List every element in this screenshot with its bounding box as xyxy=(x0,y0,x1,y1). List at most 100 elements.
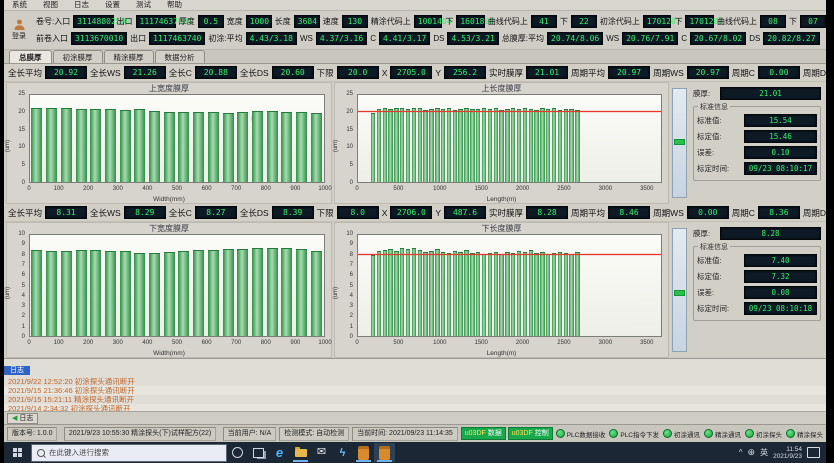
x-tick-label: 500 xyxy=(393,186,404,192)
log-panel: 日志 2021/9/22 12:52:20 初涂探头通讯断开 2021/9/15 … xyxy=(4,358,826,424)
y-axis: 0 5 10 15 20 25 xyxy=(7,91,28,186)
taskbar-search-input[interactable]: 在此键入进行搜索 xyxy=(31,443,227,462)
bar xyxy=(310,251,322,336)
stats1-label-6: Y xyxy=(435,207,442,218)
bar xyxy=(376,108,382,182)
y-tick-label: 5 xyxy=(349,162,353,169)
tab-数据分析[interactable]: 数据分析 xyxy=(154,50,205,63)
login-label: 登录 xyxy=(12,33,26,40)
file-explorer-icon[interactable] xyxy=(290,443,311,462)
y-tick-label: 2 xyxy=(21,313,25,320)
x-tick-label: 1000 xyxy=(318,340,332,346)
y-tick-label: 2 xyxy=(349,313,353,320)
stats1-label-9: 周期WS xyxy=(653,207,684,218)
network-globe-icon[interactable]: ⊕ xyxy=(747,447,756,457)
bar xyxy=(382,107,387,182)
y-tick-label: 0 xyxy=(349,180,353,186)
notification-icon[interactable] xyxy=(807,447,820,458)
menu-bar: 系统 视图 日志 设置 测试 帮助 xyxy=(4,0,826,11)
tb-row1-label-13: 下 xyxy=(788,17,797,26)
bar xyxy=(429,251,434,336)
log-entry[interactable]: 2021/9/14 2:34:32 初涂探头通讯断开 xyxy=(4,404,826,413)
status-badges: 数据控制 xyxy=(460,427,553,440)
tb-row2-label-9: DS xyxy=(749,34,761,43)
ime-indicator[interactable]: 英 xyxy=(760,448,769,457)
log-entry[interactable]: 2021/9/15 21:36:46 初涂探头通讯断开 xyxy=(4,386,826,395)
stats1-value-6: 487.6 xyxy=(444,206,487,219)
bar xyxy=(382,250,387,336)
green-dot-icon xyxy=(663,429,673,438)
bar xyxy=(563,108,568,182)
bar xyxy=(546,254,551,336)
bar xyxy=(417,107,422,182)
task-view-icon[interactable] xyxy=(248,443,269,462)
start-button[interactable] xyxy=(4,442,31,463)
tab-总膜厚[interactable]: 总膜厚 xyxy=(9,50,52,63)
menu-item-4[interactable]: 设置 xyxy=(105,0,120,9)
stats0-label-9: 周期WS xyxy=(653,67,684,78)
x-axis-label: Length(m) xyxy=(486,196,517,203)
coil-info-row: 卷号:入口 31148802500 出口 11174637601 厚度 0.5 宽度 1000… xyxy=(34,15,826,28)
bar xyxy=(104,108,116,182)
tab-精涂膜厚[interactable]: 精涂膜厚 xyxy=(103,50,154,63)
tray-time: 11:54 xyxy=(786,445,802,453)
indicator-label: 精涂探头 xyxy=(797,431,824,439)
bar xyxy=(178,111,190,182)
indicator-label: 精涂通讯 xyxy=(715,431,742,439)
group-title: 标准信息 xyxy=(698,242,730,252)
y-tick-label: 10 xyxy=(18,231,25,237)
login-button[interactable]: 登录 xyxy=(4,11,34,49)
tb-row2-value-6: 20.74/8.06 xyxy=(547,32,604,45)
chart-upper-width: 上宽度膜厚 (um) 0 5 10 15 20 25 0 100 200 300 400 500 60… xyxy=(5,82,332,204)
x-tick-label: 1000 xyxy=(433,186,447,192)
bar xyxy=(281,248,293,336)
tb-row2-value-8: 20.67/8.02 xyxy=(690,32,747,45)
stats0-label-1: 全长WS xyxy=(90,67,121,78)
bar xyxy=(481,107,487,182)
menu-item-1[interactable]: 系统 xyxy=(12,0,27,9)
menu-item-3[interactable]: 日志 xyxy=(74,0,89,9)
edge-icon[interactable]: e xyxy=(275,445,284,460)
bar xyxy=(522,107,528,182)
x-tick-label: 1000 xyxy=(433,340,447,346)
tb-row2-label-5: DS xyxy=(433,34,445,43)
thickness-value: 8.28 xyxy=(720,227,821,240)
standard-value-label: 标准值: xyxy=(697,256,722,265)
bar xyxy=(575,110,580,182)
thickness-value: 21.01 xyxy=(720,87,821,100)
tab-初涂膜厚[interactable]: 初涂膜厚 xyxy=(52,50,103,63)
version-value: 1.0.0 xyxy=(36,429,53,437)
lower-stats-row: 全长平均 8.31 全长WS 8.29 全长C 8.27 全长DS 8.39 下限 8.0 X 270… xyxy=(4,204,826,222)
log-button[interactable]: ◀ 日志 xyxy=(7,412,39,424)
cortana-icon[interactable] xyxy=(227,443,248,462)
stats0-value-10: 0.00 xyxy=(757,66,800,79)
mail-icon[interactable]: ✉ xyxy=(316,446,327,458)
app-box-active-icon[interactable] xyxy=(374,443,395,462)
thickness-scale-upper xyxy=(672,88,687,198)
x-tick-label: 3500 xyxy=(640,340,654,346)
log-entry[interactable]: 2021/9/22 12:52:20 初涂探头通讯断开 xyxy=(8,377,135,386)
lightning-icon[interactable]: ϟ xyxy=(339,446,346,459)
x-tick-label: 400 xyxy=(142,340,153,346)
y-tick-label: 0 xyxy=(21,180,25,186)
tb-row1-label-4: 长度 xyxy=(274,17,291,26)
menu-item-2[interactable]: 视图 xyxy=(43,0,58,9)
indicator-label: PLC数据接收 xyxy=(566,431,606,439)
menu-item-6[interactable]: 帮助 xyxy=(167,0,182,9)
tray-chevron-up-icon[interactable]: ^ xyxy=(738,448,743,457)
stats0-value-6: 256.2 xyxy=(444,66,487,79)
limit-line xyxy=(358,111,661,113)
stats0-label-4: 下限 xyxy=(316,67,334,78)
tab-bar: 总膜厚 初涂膜厚 精涂膜厚 数据分析 xyxy=(4,50,826,64)
y-tick-label: 3 xyxy=(349,303,353,310)
bar xyxy=(281,112,293,182)
app-box-icon[interactable] xyxy=(353,443,374,462)
bar xyxy=(90,108,102,182)
stats0-label-10: 周期C xyxy=(731,67,755,78)
menu-item-5[interactable]: 测试 xyxy=(136,0,151,9)
log-entry[interactable]: 2021/9/15 15:21:11 精涂探头通讯断开 xyxy=(8,395,135,404)
bar xyxy=(400,107,405,182)
application-window: 系统 视图 日志 设置 测试 帮助 登录 卷号:入口 31148802500 出口 111746… xyxy=(4,0,826,463)
tray-clock[interactable]: 11:54 2021/9/23 xyxy=(773,446,802,460)
limit-line xyxy=(358,254,661,256)
